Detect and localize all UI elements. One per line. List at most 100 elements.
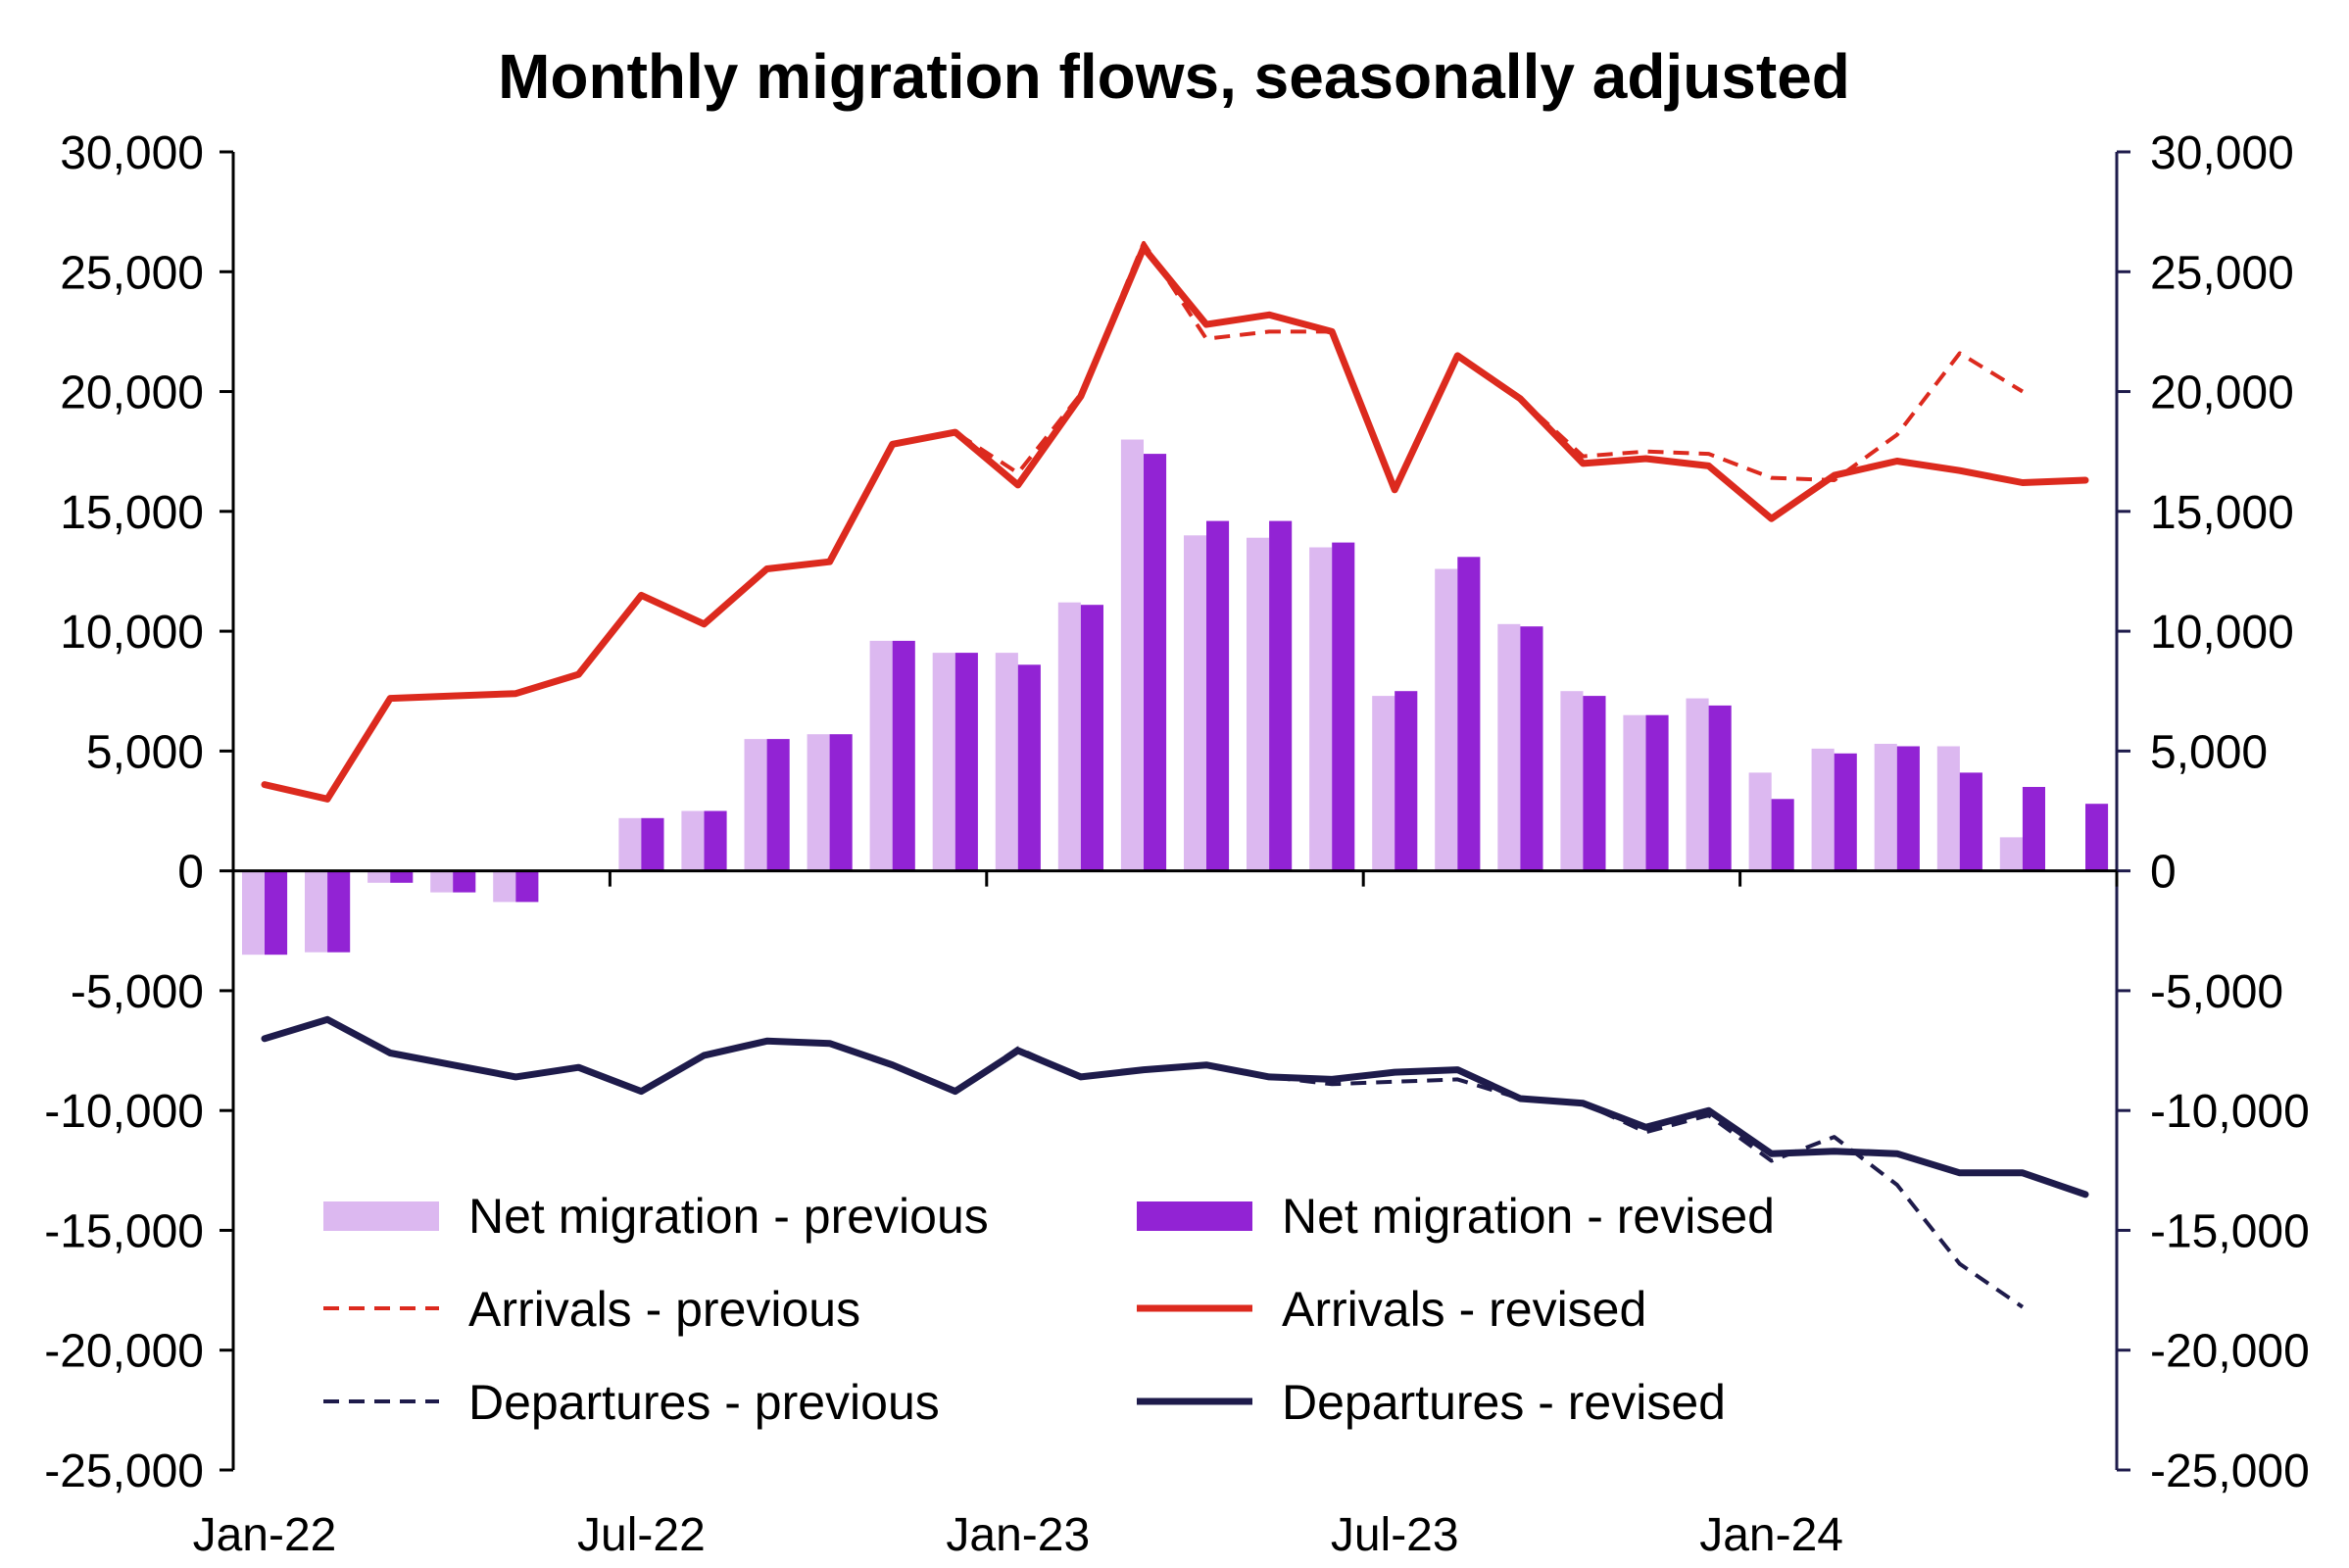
bar-net-migration-previous-jan-22 xyxy=(242,870,266,956)
bar-net-migration-revised-aug-23 xyxy=(1457,557,1481,871)
legend-label: Net migration - previous xyxy=(468,1189,989,1244)
bar-net-migration-revised-oct-22 xyxy=(829,734,853,871)
bar-net-migration-previous-may-24 xyxy=(1999,837,2023,871)
bar-net-migration-revised-jan-22 xyxy=(265,870,288,956)
bar-net-migration-previous-jan-24 xyxy=(1748,772,1772,871)
lines-layer xyxy=(261,240,2089,1309)
x-tick-label-jan-24: Jan-24 xyxy=(1699,1509,1843,1561)
y-tick-label-right: 15,000 xyxy=(2150,487,2294,539)
bar-net-migration-revised-may-22 xyxy=(515,870,539,903)
bar-net-migration-previous-mar-22 xyxy=(367,870,391,883)
y-tick-label-right: -5,000 xyxy=(2150,966,2283,1018)
x-tick-label-jan-23: Jan-23 xyxy=(946,1509,1090,1561)
bar-net-migration-previous-jan-23 xyxy=(995,653,1018,871)
legend-swatch xyxy=(1137,1201,1252,1231)
bar-net-migration-previous-may-23 xyxy=(1247,537,1270,871)
x-tick-label-jan-22: Jan-22 xyxy=(193,1509,337,1561)
legend-label: Arrivals - previous xyxy=(468,1282,860,1337)
bar-net-migration-previous-oct-22 xyxy=(807,734,830,871)
legend-item-net-migration-revised: Net migration - revised xyxy=(1137,1189,1775,1244)
bar-net-migration-revised-nov-23 xyxy=(1645,714,1669,871)
y-tick-label-left: 20,000 xyxy=(60,368,204,419)
bar-net-migration-revised-may-23 xyxy=(1269,520,1293,871)
bar-net-migration-previous-sep-22 xyxy=(744,739,767,871)
bar-net-migration-previous-nov-23 xyxy=(1623,714,1646,871)
bar-net-migration-revised-apr-23 xyxy=(1206,520,1230,871)
bar-net-migration-previous-aug-22 xyxy=(681,810,705,871)
y-tick-label-right: -20,000 xyxy=(2150,1326,2310,1378)
bar-net-migration-revised-sep-23 xyxy=(1520,626,1543,871)
y-tick-label-left: 0 xyxy=(177,847,204,899)
y-tick-label-left: -5,000 xyxy=(71,966,204,1018)
y-tick-label-left: -10,000 xyxy=(44,1086,204,1138)
bar-net-migration-revised-dec-23 xyxy=(1708,705,1732,871)
bar-net-migration-revised-mar-23 xyxy=(1144,454,1167,871)
bar-net-migration-previous-apr-22 xyxy=(430,870,454,893)
legend-label: Departures - previous xyxy=(468,1375,940,1430)
bar-net-migration-previous-sep-23 xyxy=(1497,623,1521,871)
bar-net-migration-revised-apr-22 xyxy=(453,870,476,893)
bar-net-migration-revised-jan-24 xyxy=(1771,799,1794,871)
bar-net-migration-previous-apr-23 xyxy=(1184,535,1207,871)
bar-net-migration-revised-jul-22 xyxy=(641,817,664,871)
legend-label: Departures - revised xyxy=(1282,1375,1726,1430)
bar-net-migration-revised-may-24 xyxy=(2022,787,2045,871)
bar-net-migration-revised-feb-23 xyxy=(1080,605,1103,871)
bar-net-migration-revised-jun-24 xyxy=(2085,804,2109,871)
bar-net-migration-revised-nov-22 xyxy=(892,640,915,871)
bar-net-migration-previous-jul-22 xyxy=(618,817,642,871)
line-departures-previous xyxy=(264,1017,2025,1309)
chart-title: Monthly migration flows, seasonally adju… xyxy=(498,41,1850,112)
bar-net-migration-previous-mar-24 xyxy=(1874,744,1897,871)
bar-net-migration-previous-jul-23 xyxy=(1372,696,1395,871)
bar-net-migration-revised-sep-22 xyxy=(766,739,790,871)
bar-net-migration-revised-mar-22 xyxy=(390,870,414,883)
bar-net-migration-previous-jun-23 xyxy=(1309,547,1333,871)
bar-net-migration-revised-jun-23 xyxy=(1332,542,1355,871)
y-tick-label-right: -10,000 xyxy=(2150,1086,2310,1138)
bars-layer xyxy=(242,439,2109,956)
bar-net-migration-previous-dec-22 xyxy=(932,653,955,871)
bar-net-migration-revised-dec-22 xyxy=(954,653,978,871)
legend-item-departures-revised: Departures - revised xyxy=(1137,1375,1726,1430)
bar-net-migration-previous-feb-22 xyxy=(305,870,328,953)
y-tick-label-left: 15,000 xyxy=(60,487,204,539)
y-tick-label-right: 0 xyxy=(2150,847,2177,899)
y-tick-label-left: 25,000 xyxy=(60,247,204,299)
x-tick-label-jul-23: Jul-23 xyxy=(1331,1509,1459,1561)
legend-item-net-migration-previous: Net migration - previous xyxy=(323,1189,989,1244)
y-tick-label-right: -15,000 xyxy=(2150,1205,2310,1257)
y-tick-label-left: -15,000 xyxy=(44,1205,204,1257)
y-tick-label-right: 30,000 xyxy=(2150,127,2294,179)
line-arrivals-revised xyxy=(261,244,2089,803)
legend-item-departures-previous: Departures - previous xyxy=(323,1375,940,1430)
y-tick-label-left: -25,000 xyxy=(44,1446,204,1497)
legend: Net migration - previous Net migration - … xyxy=(323,1189,1775,1430)
x-tick-label-jul-22: Jul-22 xyxy=(577,1509,706,1561)
bar-net-migration-revised-jul-23 xyxy=(1395,691,1418,871)
y-tick-label-right: -25,000 xyxy=(2150,1446,2310,1497)
bar-net-migration-previous-feb-24 xyxy=(1811,748,1835,871)
axes-layer: 30,000 30,000 25,000 25,000 20,000 20,000 15,0… xyxy=(44,127,2310,1561)
bar-net-migration-previous-oct-23 xyxy=(1560,691,1584,871)
y-tick-label-right: 20,000 xyxy=(2150,368,2294,419)
y-tick-label-right: 25,000 xyxy=(2150,247,2294,299)
bar-net-migration-revised-oct-23 xyxy=(1583,696,1606,871)
bar-net-migration-previous-dec-23 xyxy=(1686,698,1709,871)
bar-net-migration-revised-aug-22 xyxy=(704,810,727,871)
bar-net-migration-previous-mar-23 xyxy=(1120,439,1144,871)
legend-item-arrivals-previous: Arrivals - previous xyxy=(323,1282,860,1337)
y-tick-label-left: 30,000 xyxy=(60,127,204,179)
y-tick-label-right: 10,000 xyxy=(2150,607,2294,659)
y-tick-label-left: 5,000 xyxy=(86,726,204,778)
bar-net-migration-revised-apr-24 xyxy=(1959,772,1982,871)
y-tick-label-right: 5,000 xyxy=(2150,726,2268,778)
bar-net-migration-revised-feb-24 xyxy=(1834,753,1857,871)
bar-net-migration-previous-apr-24 xyxy=(1936,746,1960,871)
line-departures-revised xyxy=(261,1015,2089,1199)
line-arrivals-previous xyxy=(264,240,2024,802)
legend-label: Net migration - revised xyxy=(1282,1189,1775,1244)
legend-swatch xyxy=(323,1201,439,1231)
bar-net-migration-revised-jan-23 xyxy=(1017,664,1041,871)
bar-net-migration-previous-nov-22 xyxy=(869,640,893,871)
